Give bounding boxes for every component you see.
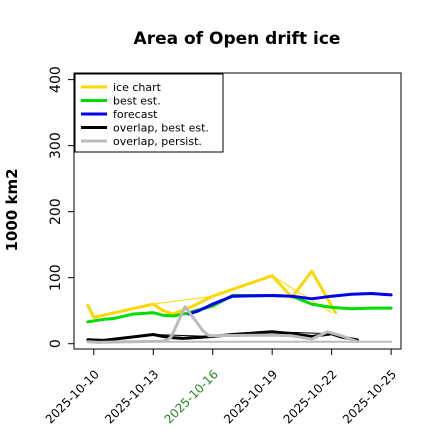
series-line [86,305,359,344]
y-tick-label: 400 [48,66,64,93]
y-tick-label: 200 [48,198,64,225]
legend-label: overlap, persist. [113,135,202,148]
y-tick-label: 300 [48,132,64,159]
x-tick-label: 2025-10-10 [43,367,102,426]
series-line [187,292,393,316]
x-tick-label: 2025-10-13 [102,367,161,426]
legend-label: forecast [113,108,158,121]
legend-label: overlap, best est. [113,122,209,135]
x-tick-label: 2025-10-25 [340,367,399,426]
plot-frame [73,72,402,350]
y-ticks: 0 100 200 300 400 [48,66,74,348]
y-tick-label: 100 [48,264,64,291]
x-tick-label: 2025-10-19 [221,367,280,426]
y-axis-label: 1000 km2 [3,168,21,251]
x-ticks: 2025-10-10 2025-10-13 2025-10-16 2025-10-19… [43,349,399,426]
x-tick-label: 2025-10-22 [281,367,340,426]
series-line [93,275,333,318]
y-tick-label: 0 [48,339,64,348]
legend-label: best est. [113,95,161,108]
chart-title: Area of Open drift ice [134,29,341,49]
x-tick-label: 2025-10-16 [162,367,221,426]
legend-label: ice chart [113,81,162,94]
series-layer [86,269,393,344]
